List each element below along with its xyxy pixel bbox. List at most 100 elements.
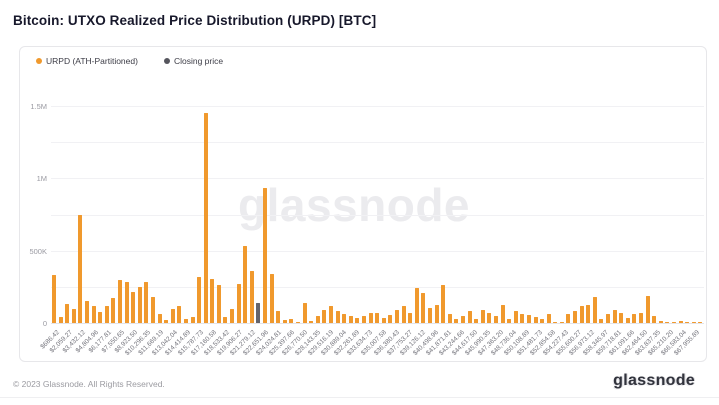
urpd-bar[interactable] xyxy=(144,281,149,323)
urpd-bar[interactable] xyxy=(52,275,56,323)
urpd-bar[interactable] xyxy=(302,303,307,323)
urpd-bar[interactable] xyxy=(698,322,703,323)
urpd-bar[interactable] xyxy=(230,309,235,323)
urpd-bar[interactable] xyxy=(526,315,531,323)
urpd-bar[interactable] xyxy=(111,297,116,323)
urpd-bar[interactable] xyxy=(454,319,459,323)
urpd-bar[interactable] xyxy=(447,314,452,323)
urpd-bar[interactable] xyxy=(434,304,439,323)
urpd-bar[interactable] xyxy=(309,320,314,323)
urpd-bar[interactable] xyxy=(269,273,274,323)
urpd-bar[interactable] xyxy=(414,288,419,323)
urpd-bar[interactable] xyxy=(500,304,505,323)
urpd-bar[interactable] xyxy=(533,316,538,323)
urpd-bar[interactable] xyxy=(362,316,366,323)
urpd-bar[interactable] xyxy=(335,311,340,323)
urpd-bar[interactable] xyxy=(487,312,492,323)
urpd-bar[interactable] xyxy=(559,322,564,323)
urpd-bar[interactable] xyxy=(243,245,248,323)
legend-item-urpd[interactable]: URPD (ATH-Partitioned) xyxy=(36,56,138,66)
urpd-bar[interactable] xyxy=(216,285,221,323)
urpd-bar[interactable] xyxy=(282,320,287,323)
urpd-bar[interactable] xyxy=(98,312,103,323)
urpd-bar[interactable] xyxy=(592,296,597,323)
urpd-bar[interactable] xyxy=(236,283,241,323)
urpd-bar[interactable] xyxy=(401,306,406,323)
urpd-bar[interactable] xyxy=(322,309,327,323)
urpd-bar[interactable] xyxy=(427,307,432,323)
urpd-bar[interactable] xyxy=(104,306,109,323)
urpd-bar[interactable] xyxy=(520,314,525,323)
urpd-bar[interactable] xyxy=(388,315,393,323)
urpd-bar[interactable] xyxy=(342,314,347,323)
urpd-bar[interactable] xyxy=(645,295,650,323)
urpd-bar[interactable] xyxy=(639,312,644,323)
urpd-bar[interactable] xyxy=(566,314,571,323)
urpd-bar[interactable] xyxy=(493,316,498,323)
urpd-bar[interactable] xyxy=(691,322,696,323)
urpd-bar[interactable] xyxy=(65,304,70,323)
urpd-bar[interactable] xyxy=(394,309,399,323)
urpd-bar[interactable] xyxy=(315,315,320,323)
urpd-bar[interactable] xyxy=(263,188,268,323)
closing-price-bar[interactable] xyxy=(256,303,261,323)
urpd-bar[interactable] xyxy=(480,309,485,323)
urpd-bar[interactable] xyxy=(210,278,215,323)
urpd-bar[interactable] xyxy=(441,284,446,323)
urpd-bar[interactable] xyxy=(408,312,413,323)
urpd-bar[interactable] xyxy=(117,280,122,323)
urpd-bar[interactable] xyxy=(540,319,545,323)
urpd-bar[interactable] xyxy=(170,308,175,323)
urpd-bar[interactable] xyxy=(678,321,683,323)
urpd-bar[interactable] xyxy=(84,300,89,323)
urpd-bar[interactable] xyxy=(546,314,551,323)
urpd-bar[interactable] xyxy=(672,322,677,323)
urpd-bar[interactable] xyxy=(157,314,162,323)
urpd-bar[interactable] xyxy=(91,306,96,323)
urpd-bar[interactable] xyxy=(289,319,294,323)
urpd-bar[interactable] xyxy=(348,316,353,323)
urpd-bar[interactable] xyxy=(573,311,578,323)
urpd-bar[interactable] xyxy=(296,322,301,323)
urpd-bar[interactable] xyxy=(612,309,617,323)
urpd-bar[interactable] xyxy=(652,316,657,323)
urpd-bar[interactable] xyxy=(632,314,637,323)
urpd-bars-plot[interactable] xyxy=(51,91,704,323)
urpd-bar[interactable] xyxy=(381,317,386,323)
urpd-bar[interactable] xyxy=(355,317,360,323)
urpd-bar[interactable] xyxy=(513,311,518,323)
urpd-bar[interactable] xyxy=(586,304,591,323)
urpd-bar[interactable] xyxy=(467,311,472,323)
urpd-bar[interactable] xyxy=(421,293,426,323)
urpd-bar[interactable] xyxy=(71,309,76,323)
urpd-bar[interactable] xyxy=(368,312,373,323)
urpd-bar[interactable] xyxy=(375,312,380,323)
urpd-bar[interactable] xyxy=(276,311,281,323)
urpd-bar[interactable] xyxy=(131,291,136,323)
urpd-bar[interactable] xyxy=(579,306,584,323)
urpd-bar[interactable] xyxy=(223,316,228,323)
urpd-bar[interactable] xyxy=(606,314,611,323)
urpd-bar[interactable] xyxy=(164,320,169,323)
urpd-bar[interactable] xyxy=(507,318,512,323)
urpd-bar[interactable] xyxy=(183,319,188,323)
urpd-bar[interactable] xyxy=(137,286,142,323)
urpd-bar[interactable] xyxy=(474,318,479,323)
urpd-bar[interactable] xyxy=(177,305,182,323)
urpd-bar[interactable] xyxy=(190,317,195,323)
urpd-bar[interactable] xyxy=(197,276,202,323)
urpd-bar[interactable] xyxy=(625,317,630,323)
urpd-bar[interactable] xyxy=(685,322,690,323)
urpd-bar[interactable] xyxy=(599,319,604,323)
urpd-bar[interactable] xyxy=(460,316,465,323)
urpd-bar[interactable] xyxy=(124,281,129,323)
legend-item-closing-price[interactable]: Closing price xyxy=(163,56,223,66)
urpd-bar[interactable] xyxy=(150,296,155,323)
urpd-bar[interactable] xyxy=(329,305,334,323)
urpd-bar[interactable] xyxy=(658,320,663,323)
urpd-bar[interactable] xyxy=(249,270,254,323)
urpd-bar[interactable] xyxy=(58,316,63,323)
urpd-bar[interactable] xyxy=(619,312,624,323)
urpd-bar[interactable] xyxy=(78,214,83,323)
urpd-bar[interactable] xyxy=(665,322,670,323)
